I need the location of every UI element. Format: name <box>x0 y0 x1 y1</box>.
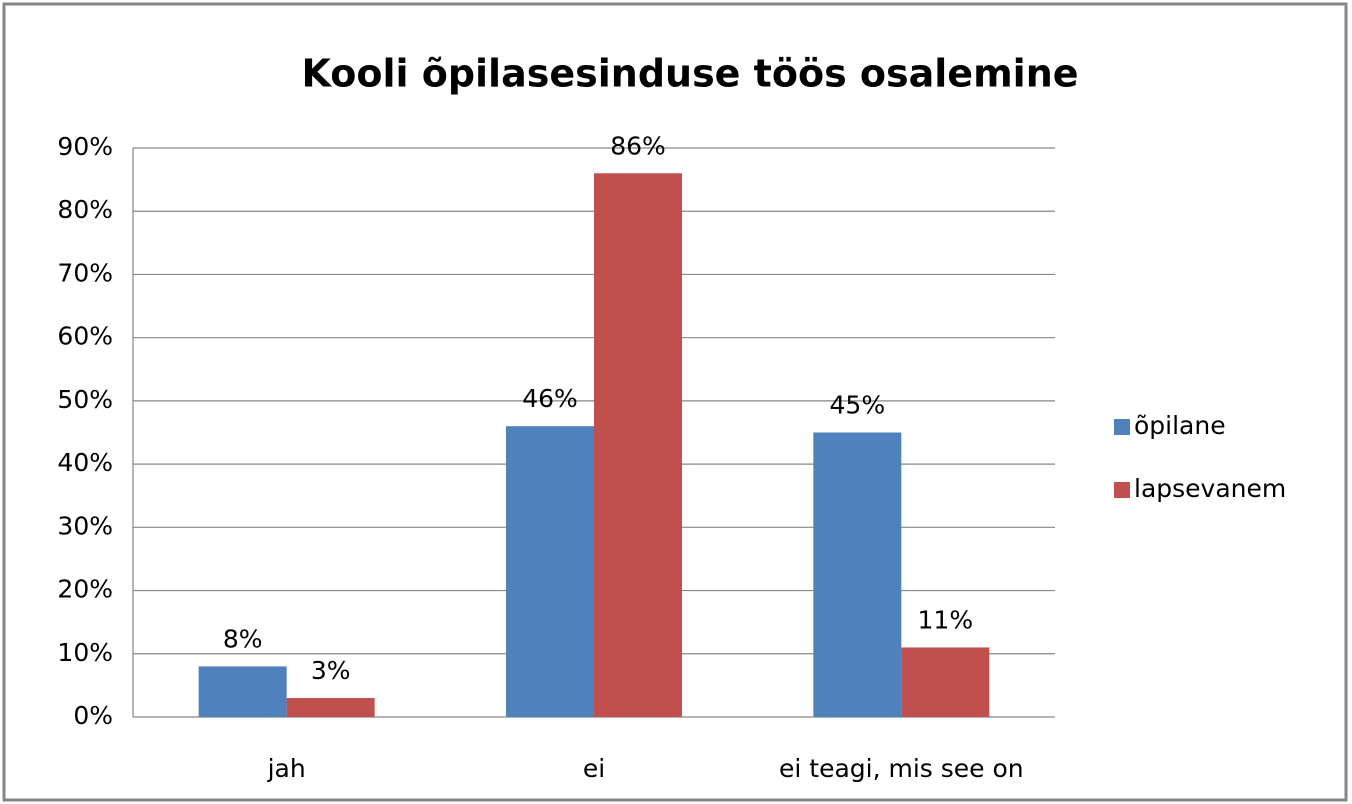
bar <box>813 432 902 717</box>
bar <box>198 666 287 717</box>
chart-title: Kooli õpilasesinduse töös osalemine <box>301 52 1078 96</box>
y-tick-label: 90% <box>57 132 113 161</box>
data-label: 8% <box>223 624 263 653</box>
x-tick-label: jah <box>267 754 306 783</box>
data-label: 11% <box>918 605 974 634</box>
bar <box>901 647 990 717</box>
y-tick-label: 10% <box>57 638 113 667</box>
y-tick-label: 50% <box>57 385 113 414</box>
data-label: 3% <box>311 656 351 685</box>
y-tick-label: 60% <box>57 322 113 351</box>
data-label: 46% <box>522 384 578 413</box>
y-tick-label: 70% <box>57 258 113 287</box>
legend-swatch <box>1114 482 1130 498</box>
y-tick-label: 80% <box>57 195 113 224</box>
y-tick-label: 0% <box>73 701 113 730</box>
x-tick-label: ei <box>583 754 605 783</box>
legend-label: lapsevanem <box>1134 474 1286 503</box>
data-label: 45% <box>830 391 886 420</box>
y-tick-label: 20% <box>57 575 113 604</box>
data-label: 86% <box>610 131 666 160</box>
bar <box>286 698 375 717</box>
y-tick-label: 30% <box>57 511 113 540</box>
legend-label: õpilane <box>1134 411 1226 440</box>
legend-swatch <box>1114 419 1130 435</box>
bar <box>594 173 682 718</box>
y-tick-label: 40% <box>57 448 113 477</box>
x-tick-label: ei teagi, mis see on <box>779 754 1024 783</box>
bar <box>506 426 594 717</box>
